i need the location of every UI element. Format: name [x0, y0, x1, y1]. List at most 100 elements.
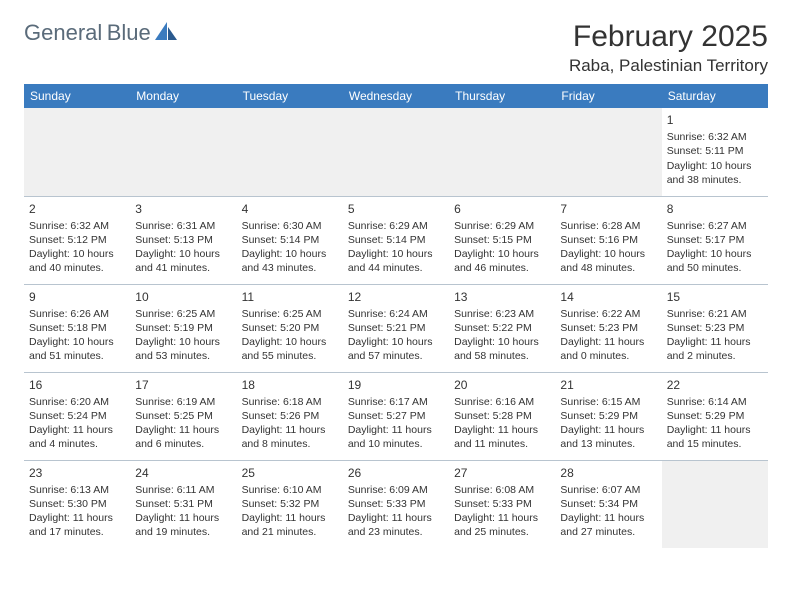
daylight-text: Daylight: 11 hours and 27 minutes.: [560, 511, 656, 539]
calendar-cell: 10Sunrise: 6:25 AMSunset: 5:19 PMDayligh…: [130, 284, 236, 372]
day-number: 22: [667, 377, 763, 393]
calendar-cell: 19Sunrise: 6:17 AMSunset: 5:27 PMDayligh…: [343, 372, 449, 460]
day-number: 20: [454, 377, 550, 393]
sunset-text: Sunset: 5:21 PM: [348, 321, 444, 335]
page-title: February 2025: [569, 20, 768, 54]
day-number: 25: [242, 465, 338, 481]
daylight-text: Daylight: 10 hours and 57 minutes.: [348, 335, 444, 363]
sunset-text: Sunset: 5:28 PM: [454, 409, 550, 423]
calendar-cell: 9Sunrise: 6:26 AMSunset: 5:18 PMDaylight…: [24, 284, 130, 372]
day-number: 3: [135, 201, 231, 217]
daylight-text: Daylight: 10 hours and 43 minutes.: [242, 247, 338, 275]
sunset-text: Sunset: 5:16 PM: [560, 233, 656, 247]
title-block: February 2025 Raba, Palestinian Territor…: [569, 20, 768, 76]
sunset-text: Sunset: 5:25 PM: [135, 409, 231, 423]
calendar-body: 1Sunrise: 6:32 AMSunset: 5:11 PMDaylight…: [24, 108, 768, 548]
calendar-cell: 16Sunrise: 6:20 AMSunset: 5:24 PMDayligh…: [24, 372, 130, 460]
day-number: 9: [29, 289, 125, 305]
daylight-text: Daylight: 11 hours and 13 minutes.: [560, 423, 656, 451]
daylight-text: Daylight: 11 hours and 15 minutes.: [667, 423, 763, 451]
sunset-text: Sunset: 5:15 PM: [454, 233, 550, 247]
daylight-text: Daylight: 11 hours and 10 minutes.: [348, 423, 444, 451]
day-number: 21: [560, 377, 656, 393]
sunrise-text: Sunrise: 6:32 AM: [29, 219, 125, 233]
calendar-table: Sunday Monday Tuesday Wednesday Thursday…: [24, 84, 768, 548]
sunrise-text: Sunrise: 6:30 AM: [242, 219, 338, 233]
daylight-text: Daylight: 10 hours and 58 minutes.: [454, 335, 550, 363]
calendar-cell: 26Sunrise: 6:09 AMSunset: 5:33 PMDayligh…: [343, 460, 449, 548]
day-number: 17: [135, 377, 231, 393]
calendar-cell: 15Sunrise: 6:21 AMSunset: 5:23 PMDayligh…: [662, 284, 768, 372]
daylight-text: Daylight: 10 hours and 48 minutes.: [560, 247, 656, 275]
calendar-cell: 4Sunrise: 6:30 AMSunset: 5:14 PMDaylight…: [237, 196, 343, 284]
sunrise-text: Sunrise: 6:18 AM: [242, 395, 338, 409]
day-number: 11: [242, 289, 338, 305]
sunrise-text: Sunrise: 6:31 AM: [135, 219, 231, 233]
daylight-text: Daylight: 10 hours and 41 minutes.: [135, 247, 231, 275]
header: General Blue February 2025 Raba, Palesti…: [24, 20, 768, 76]
logo-line2: Blue: [107, 20, 151, 45]
calendar-cell: 22Sunrise: 6:14 AMSunset: 5:29 PMDayligh…: [662, 372, 768, 460]
daylight-text: Daylight: 10 hours and 51 minutes.: [29, 335, 125, 363]
calendar-cell: [237, 108, 343, 196]
calendar-cell: 17 Sunrise: 6:19 AMSunset: 5:25 PMDayligh…: [130, 372, 236, 460]
sunrise-text: Sunrise: 6:28 AM: [560, 219, 656, 233]
calendar-cell: 8Sunrise: 6:27 AMSunset: 5:17 PMDaylight…: [662, 196, 768, 284]
day-number: 13: [454, 289, 550, 305]
sunset-text: Sunset: 5:26 PM: [242, 409, 338, 423]
calendar-cell: [343, 108, 449, 196]
daylight-text: Daylight: 10 hours and 53 minutes.: [135, 335, 231, 363]
sunrise-text: Sunrise: 6:10 AM: [242, 483, 338, 497]
sunrise-text: Sunrise: 6:32 AM: [667, 130, 763, 144]
daylight-text: Daylight: 10 hours and 46 minutes.: [454, 247, 550, 275]
sunset-text: Sunset: 5:31 PM: [135, 497, 231, 511]
daylight-text: Daylight: 11 hours and 19 minutes.: [135, 511, 231, 539]
calendar-cell: 13Sunrise: 6:23 AMSunset: 5:22 PMDayligh…: [449, 284, 555, 372]
logo-line1: General: [24, 20, 102, 45]
day-number: 24: [135, 465, 231, 481]
sunset-text: Sunset: 5:19 PM: [135, 321, 231, 335]
sunset-text: Sunset: 5:33 PM: [454, 497, 550, 511]
sunrise-text: Sunrise: 6:26 AM: [29, 307, 125, 321]
calendar-week: 16Sunrise: 6:20 AMSunset: 5:24 PMDayligh…: [24, 372, 768, 460]
day-number: 23: [29, 465, 125, 481]
day-number: 19: [348, 377, 444, 393]
sunset-text: Sunset: 5:14 PM: [242, 233, 338, 247]
daylight-text: Daylight: 10 hours and 38 minutes.: [667, 159, 763, 187]
daylight-text: Daylight: 11 hours and 0 minutes.: [560, 335, 656, 363]
daylight-text: Daylight: 10 hours and 40 minutes.: [29, 247, 125, 275]
calendar-page: General Blue February 2025 Raba, Palesti…: [0, 0, 792, 568]
daylight-text: Daylight: 11 hours and 6 minutes.: [135, 423, 231, 451]
calendar-cell: 7Sunrise: 6:28 AMSunset: 5:16 PMDaylight…: [555, 196, 661, 284]
daylight-text: Daylight: 11 hours and 4 minutes.: [29, 423, 125, 451]
sunrise-text: Sunrise: 6:15 AM: [560, 395, 656, 409]
sunrise-text: Sunrise: 6:19 AM: [135, 395, 231, 409]
calendar-header-row: Sunday Monday Tuesday Wednesday Thursday…: [24, 84, 768, 108]
day-number: 5: [348, 201, 444, 217]
sunrise-text: Sunrise: 6:21 AM: [667, 307, 763, 321]
calendar-week: 1Sunrise: 6:32 AMSunset: 5:11 PMDaylight…: [24, 108, 768, 196]
daylight-text: Daylight: 11 hours and 11 minutes.: [454, 423, 550, 451]
calendar-cell: 21 Sunrise: 6:15 AMSunset: 5:29 PMDayligh…: [555, 372, 661, 460]
day-number: 26: [348, 465, 444, 481]
sunset-text: Sunset: 5:29 PM: [667, 409, 763, 423]
sunrise-text: Sunrise: 6:24 AM: [348, 307, 444, 321]
daylight-text: Daylight: 10 hours and 50 minutes.: [667, 247, 763, 275]
calendar-cell: 25Sunrise: 6:10 AMSunset: 5:32 PMDayligh…: [237, 460, 343, 548]
daylight-text: Daylight: 11 hours and 23 minutes.: [348, 511, 444, 539]
calendar-cell: 24Sunrise: 6:11 AMSunset: 5:31 PMDayligh…: [130, 460, 236, 548]
sunset-text: Sunset: 5:29 PM: [560, 409, 656, 423]
daylight-text: Daylight: 10 hours and 44 minutes.: [348, 247, 444, 275]
day-number: 16: [29, 377, 125, 393]
calendar-cell: 11Sunrise: 6:25 AMSunset: 5:20 PMDayligh…: [237, 284, 343, 372]
daylight-text: Daylight: 10 hours and 55 minutes.: [242, 335, 338, 363]
sunrise-text: Sunrise: 6:08 AM: [454, 483, 550, 497]
sunset-text: Sunset: 5:27 PM: [348, 409, 444, 423]
sunset-text: Sunset: 5:20 PM: [242, 321, 338, 335]
logo: General Blue: [24, 20, 179, 47]
daylight-text: Daylight: 11 hours and 21 minutes.: [242, 511, 338, 539]
calendar-cell: 23Sunrise: 6:13 AMSunset: 5:30 PMDayligh…: [24, 460, 130, 548]
calendar-cell: [130, 108, 236, 196]
calendar-cell: [555, 108, 661, 196]
daylight-text: Daylight: 11 hours and 25 minutes.: [454, 511, 550, 539]
